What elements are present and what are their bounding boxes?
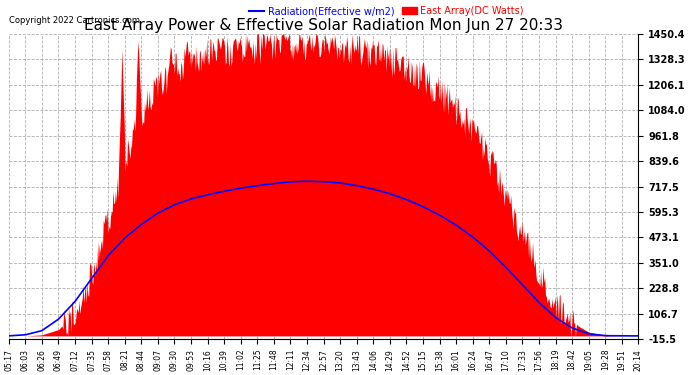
Text: Copyright 2022 Cartronics.com: Copyright 2022 Cartronics.com: [9, 16, 139, 25]
Legend: Radiation(Effective w/m2), East Array(DC Watts): Radiation(Effective w/m2), East Array(DC…: [245, 2, 528, 20]
Title: East Array Power & Effective Solar Radiation Mon Jun 27 20:33: East Array Power & Effective Solar Radia…: [84, 18, 563, 33]
